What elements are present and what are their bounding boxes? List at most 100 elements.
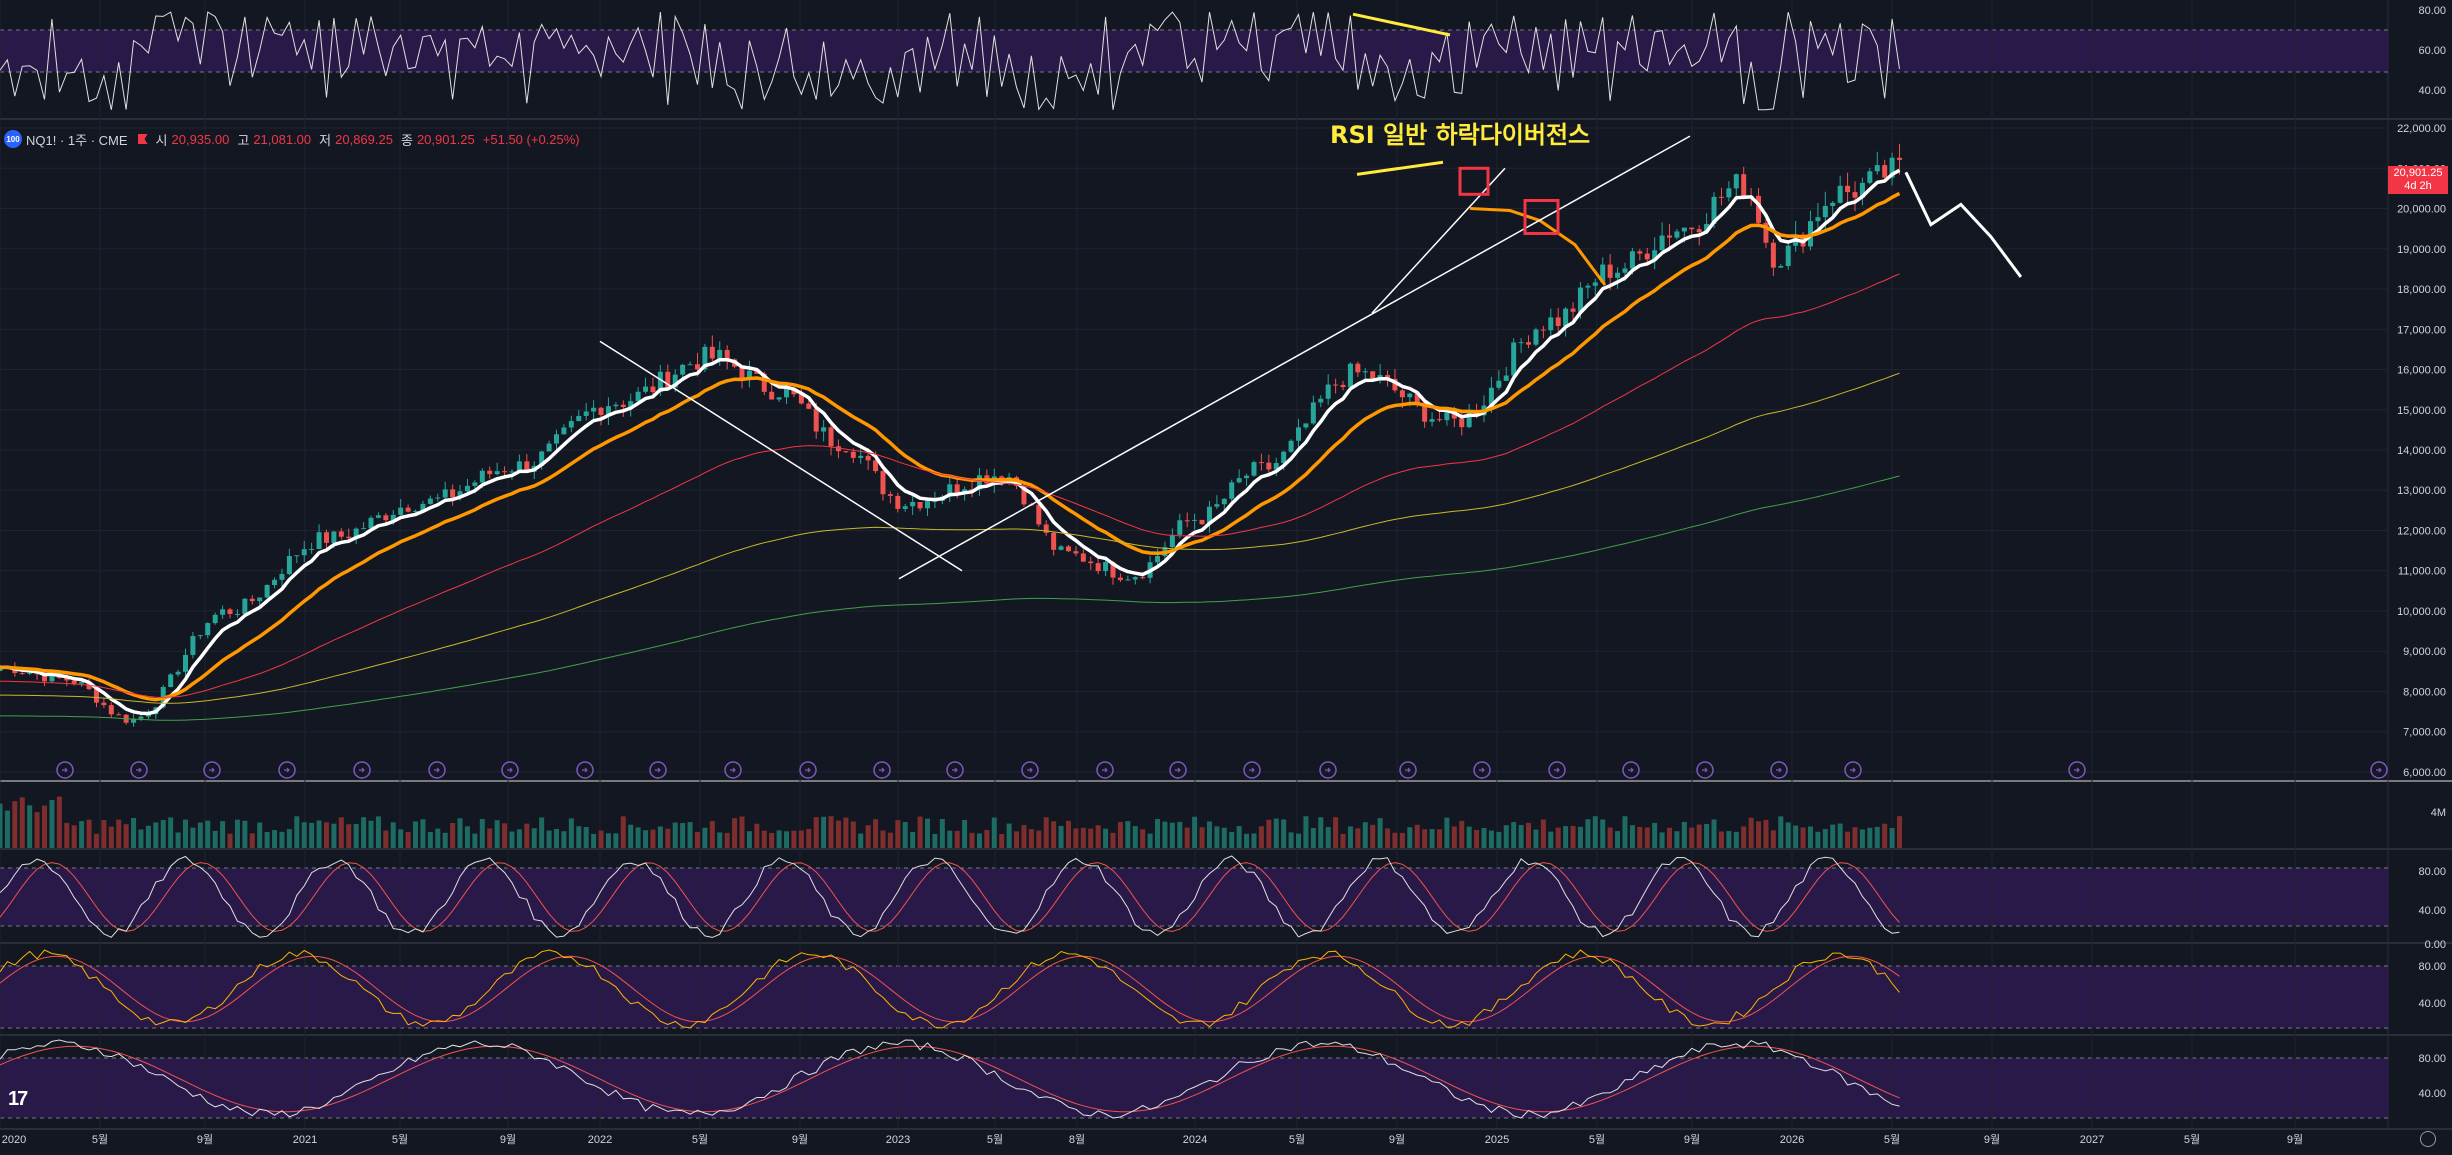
- candle-body: [605, 406, 611, 415]
- symbol-legend[interactable]: 100 NQ1! · 1주 · CME 시 20,935.00 고 21,081.0…: [4, 128, 584, 150]
- ohlc-close-value: 20,901.25: [416, 131, 475, 147]
- volume-tick-label: 4M: [2431, 807, 2446, 819]
- candle-body: [680, 364, 686, 375]
- volume-bar: [1778, 816, 1784, 848]
- event-marker-icon: [1696, 761, 1714, 779]
- candle-body: [450, 489, 456, 498]
- volume-bar: [858, 833, 864, 848]
- candle-body: [1837, 185, 1843, 203]
- volume-bar: [19, 797, 25, 848]
- last-price-tag: 20,901.25 4d 2h: [2388, 166, 2448, 194]
- candle-body: [1652, 250, 1658, 260]
- ma-green-line: [0, 475, 1900, 721]
- volume-bar: [680, 823, 686, 848]
- volume-bar: [1459, 820, 1465, 848]
- volume-bar: [1422, 829, 1428, 848]
- ohlc-open-label: 시: [155, 132, 168, 148]
- candle-body: [1622, 268, 1628, 273]
- volume-bar: [1036, 830, 1042, 848]
- volume-bar: [242, 820, 248, 848]
- ema-white-line: [0, 168, 1901, 716]
- candle-body: [1615, 272, 1621, 278]
- event-marker-icon: [799, 761, 817, 779]
- candles: [0, 143, 1903, 848]
- candle-body: [761, 373, 767, 392]
- volume-bar: [828, 816, 834, 848]
- candle-body: [331, 531, 337, 543]
- candle-body: [910, 502, 916, 507]
- volume-bar: [1043, 817, 1049, 848]
- candle-body: [1318, 398, 1324, 403]
- volume-bar: [1548, 831, 1554, 848]
- volume-bar: [813, 817, 819, 848]
- volume-bar: [1845, 831, 1851, 848]
- price-tick-label: 12,000.00: [2397, 525, 2446, 537]
- flag-icon[interactable]: [137, 134, 148, 144]
- volume-bar: [1021, 825, 1027, 848]
- volume-bar: [1733, 831, 1739, 848]
- volume-bar: [509, 831, 515, 848]
- candle-body: [79, 681, 85, 684]
- volume-bar: [1659, 832, 1665, 848]
- candle-body: [249, 598, 255, 602]
- candle-body: [375, 515, 381, 518]
- volume-bar: [539, 817, 545, 848]
- candle-body: [1140, 577, 1146, 579]
- volume-bar: [286, 829, 292, 848]
- candle-body: [1214, 504, 1220, 507]
- price-tick-label: 20,000.00: [2397, 204, 2446, 216]
- volume-bar: [1644, 827, 1650, 848]
- candle-body: [502, 471, 508, 473]
- event-marker-icon: [1622, 761, 1640, 779]
- event-marker-arrow: [1249, 767, 1255, 773]
- volume-bar: [1288, 832, 1294, 848]
- event-marker-icon: [203, 761, 221, 779]
- candle-body: [672, 374, 678, 388]
- candle-body: [1711, 196, 1717, 224]
- volume-bar: [1889, 828, 1895, 848]
- divergence-annotation[interactable]: RSI 일반 하락다이버전스: [1330, 121, 1591, 149]
- rsi-tick-label: 80.00: [2418, 5, 2446, 17]
- volume-bar: [895, 820, 901, 848]
- candle-body: [858, 455, 864, 458]
- volume-bar: [1221, 827, 1227, 848]
- volume-bar: [502, 823, 508, 848]
- symbol-title[interactable]: NQ1! · 1주 · CME: [26, 132, 128, 148]
- tradingview-logo-icon[interactable]: 17: [8, 1088, 28, 1110]
- event-marker-icon: [278, 761, 296, 779]
- volume-bar: [821, 816, 827, 848]
- volume-bar: [56, 796, 62, 848]
- time-tick-label: 9월: [500, 1133, 516, 1146]
- candle-body: [887, 494, 893, 496]
- time-tick-label: 5월: [987, 1133, 1003, 1146]
- candle-body: [1288, 440, 1294, 452]
- volume-bar: [464, 826, 470, 848]
- candle-body: [583, 411, 589, 416]
- volume-bar: [227, 833, 233, 848]
- volume-bar: [375, 816, 381, 848]
- stoch1-tick-label: 40.00: [2418, 905, 2446, 917]
- volume-bar: [1162, 821, 1168, 848]
- ohlc-low-label: 저: [319, 132, 332, 148]
- volume-bar: [413, 821, 419, 848]
- candle-body: [1229, 482, 1235, 499]
- candle-body: [1459, 418, 1465, 428]
- event-marker-icon: [1844, 761, 1862, 779]
- oscillator-band: [0, 30, 2388, 72]
- settings-icon[interactable]: [2420, 1131, 2436, 1147]
- price-tick-label: 13,000.00: [2397, 485, 2446, 497]
- candle-body: [190, 636, 196, 655]
- volume-bar: [1132, 826, 1138, 848]
- candle-body: [175, 671, 181, 675]
- volume-bar: [1362, 822, 1368, 848]
- volume-bar: [479, 819, 485, 848]
- volume-bar: [962, 819, 968, 848]
- candle-body: [1333, 384, 1339, 386]
- candle-body: [1741, 174, 1747, 196]
- volume-bar: [650, 829, 656, 848]
- candle-body: [976, 475, 982, 490]
- volume-bar: [1155, 818, 1161, 848]
- event-marker-icon: [501, 761, 519, 779]
- event-marker-arrow: [1175, 767, 1181, 773]
